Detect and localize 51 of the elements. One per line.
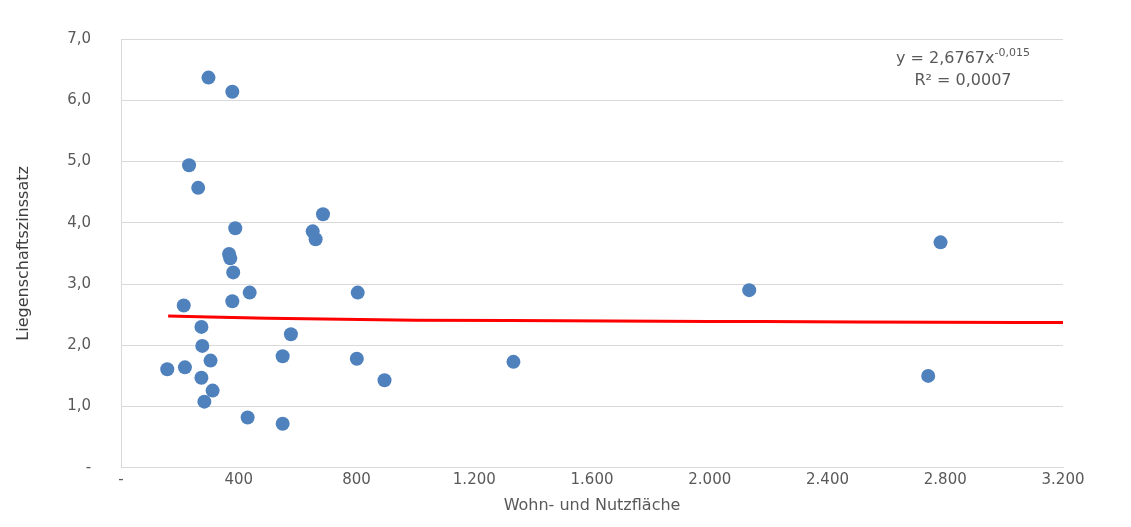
point (203, 353, 218, 368)
point (177, 360, 192, 375)
point (226, 265, 241, 280)
point (228, 221, 243, 236)
x-tick-label: 2.000 (688, 469, 732, 488)
y-tick-label: - (85, 457, 92, 476)
point (283, 327, 298, 342)
x-axis-title: Wohn- und Nutzfläche (503, 494, 681, 514)
point (194, 319, 209, 334)
point (223, 251, 238, 266)
point (197, 394, 212, 409)
point (349, 351, 364, 366)
point (921, 368, 936, 383)
point (191, 180, 206, 195)
point (350, 285, 365, 300)
x-tick-label: 800 (342, 469, 371, 488)
point (275, 349, 290, 364)
point (225, 84, 240, 99)
x-tick-label: 1.200 (452, 469, 496, 488)
point (205, 383, 220, 398)
point (308, 232, 323, 247)
point (506, 354, 521, 369)
point (201, 70, 216, 85)
x-tick-label: 2.400 (806, 469, 849, 488)
point (182, 158, 197, 173)
x-tick-label: 400 (224, 469, 254, 488)
y-axis-title: Liegenschaftszinssatz (12, 166, 32, 341)
point (377, 373, 392, 388)
point (240, 410, 255, 425)
x-tick-label: 1.600 (570, 469, 614, 488)
x-tick-label: 3.200 (1041, 469, 1085, 488)
point (160, 362, 175, 377)
point (176, 298, 191, 313)
y-tick-label: 3,0 (67, 273, 92, 292)
point (742, 283, 757, 298)
y-tick-label: 2,0 (67, 335, 92, 354)
point (315, 207, 330, 222)
point (275, 416, 290, 431)
y-tick-label: 5,0 (67, 151, 92, 170)
y-tick-label: 7,0 (67, 28, 92, 47)
x-tick-label: 2.800 (923, 469, 967, 488)
point (933, 235, 948, 250)
y-tick-label: 6,0 (67, 90, 92, 109)
point (194, 370, 209, 385)
y-tick-label: 4,0 (67, 212, 92, 231)
y-tick-label: 1,0 (67, 396, 92, 415)
point (242, 285, 257, 300)
point (225, 294, 240, 309)
x-tick-label: - (118, 469, 124, 488)
annotation: R² = 0,0007 (914, 70, 1012, 89)
point (195, 338, 210, 353)
